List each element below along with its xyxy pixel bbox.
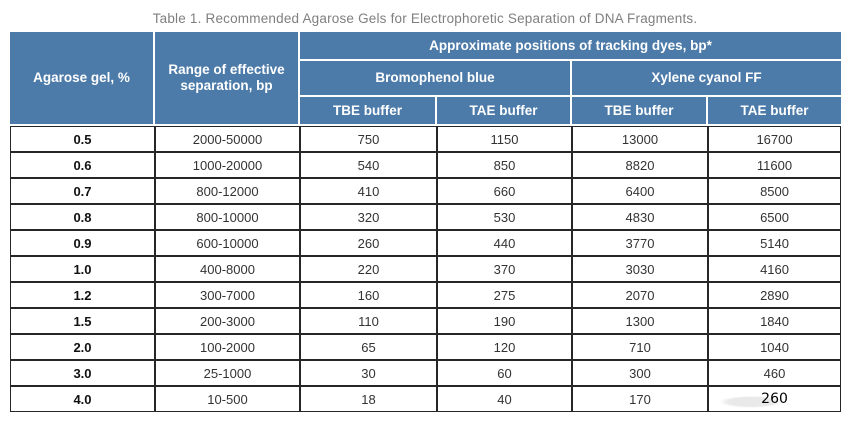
row-header-cell: 2.0 [10, 334, 155, 360]
row-header-cell: 3.0 [10, 360, 155, 386]
table-cell: 60 [437, 360, 572, 386]
table-cell: 2070 [572, 282, 708, 308]
table-cell: 220 [300, 256, 437, 282]
table-cell: 800-10000 [155, 204, 300, 230]
table-cell: 170 [572, 386, 708, 412]
column-header-tbe-buffer-1: TBE buffer [300, 97, 437, 126]
table-cell: 25-1000 [155, 360, 300, 386]
table-header: Agarose gel, % Range of effective separa… [10, 32, 842, 126]
table-cell: 1000-20000 [155, 152, 300, 178]
header-row-buffers: TBE buffer TAE buffer TBE buffer TAE buf… [10, 97, 842, 126]
table-cell: 8820 [572, 152, 708, 178]
table-cell: 400-8000 [155, 256, 300, 282]
table-cell: 10-500 [155, 386, 300, 412]
table-cell: 120 [437, 334, 572, 360]
column-header-tbe-buffer-2: TBE buffer [572, 97, 708, 126]
table-cell: 260 [708, 386, 842, 412]
row-header-cell: 0.6 [10, 152, 155, 178]
table-row: 1.5 200-3000 110 190 1300 1840 [10, 308, 842, 334]
row-header-cell: 1.2 [10, 282, 155, 308]
table-cell: 750 [300, 126, 437, 152]
table-cell: 1150 [437, 126, 572, 152]
row-header-cell: 0.9 [10, 230, 155, 256]
row-header-cell: 0.5 [10, 126, 155, 152]
table-cell: 6500 [708, 204, 842, 230]
table-row: 0.5 2000-50000 750 1150 13000 16700 [10, 126, 842, 152]
table-row: 2.0 100-2000 65 120 710 1040 [10, 334, 842, 360]
agarose-gel-table: Agarose gel, % Range of effective separa… [10, 32, 842, 412]
row-header-cell: 1.0 [10, 256, 155, 282]
table-cell: 200-3000 [155, 308, 300, 334]
row-header-cell: 0.7 [10, 178, 155, 204]
table-cell: 190 [437, 308, 572, 334]
table-cell: 800-12000 [155, 178, 300, 204]
table-body: 0.5 2000-50000 750 1150 13000 16700 0.6 1000-20… [10, 126, 842, 412]
table-cell: 160 [300, 282, 437, 308]
table-cell: 320 [300, 204, 437, 230]
table-cell: 850 [437, 152, 572, 178]
table-row: 0.6 1000-20000 540 850 8820 11600 [10, 152, 842, 178]
column-header-tae-buffer-1: TAE buffer [437, 97, 572, 126]
header-row-group: Agarose gel, % Range of effective separa… [10, 32, 842, 126]
table-cell: 11600 [708, 152, 842, 178]
table-cell: 3770 [572, 230, 708, 256]
table-cell: 8500 [708, 178, 842, 204]
table-cell: 1040 [708, 334, 842, 360]
table-cell: 275 [437, 282, 572, 308]
table-cell: 530 [437, 204, 572, 230]
table-row: 1.0 400-8000 220 370 3030 4160 [10, 256, 842, 282]
table-cell: 16700 [708, 126, 842, 152]
table-cell: 300-7000 [155, 282, 300, 308]
table-cell: 410 [300, 178, 437, 204]
header-row-dyes: Bromophenol blue Xylene cyanol FF [10, 61, 842, 97]
table-cell: 6400 [572, 178, 708, 204]
table-cell: 2000-50000 [155, 126, 300, 152]
table-cell: 65 [300, 334, 437, 360]
table-cell: 1840 [708, 308, 842, 334]
column-header-tracking-dyes-group: Approximate positions of tracking dyes, … [300, 32, 842, 61]
table-row: 0.7 800-12000 410 660 6400 8500 [10, 178, 842, 204]
column-header-bromophenol-blue: Bromophenol blue [300, 61, 572, 97]
table-row: 1.2 300-7000 160 275 2070 2890 [10, 282, 842, 308]
table-cell: 370 [437, 256, 572, 282]
table-row: 4.0 10-500 18 40 170 260 [10, 386, 842, 412]
row-header-cell: 0.8 [10, 204, 155, 230]
table-caption: Table 1. Recommended Agarose Gels for El… [152, 11, 698, 26]
row-header-cell: 1.5 [10, 308, 155, 334]
table-cell: 260 [300, 230, 437, 256]
row-header-cell: 4.0 [10, 386, 155, 412]
column-header-xylene-cyanol: Xylene cyanol FF [572, 61, 842, 97]
table-cell: 13000 [572, 126, 708, 152]
table-cell: 3030 [572, 256, 708, 282]
table-cell: 660 [437, 178, 572, 204]
table-cell: 18 [300, 386, 437, 412]
table-cell: 460 [708, 360, 842, 386]
table-row: 0.9 600-10000 260 440 3770 5140 [10, 230, 842, 256]
table-cell: 4830 [572, 204, 708, 230]
column-header-agarose-gel: Agarose gel, % [10, 32, 155, 126]
table-cell: 110 [300, 308, 437, 334]
table-cell: 30 [300, 360, 437, 386]
table-cell: 5140 [708, 230, 842, 256]
table-cell: 1300 [572, 308, 708, 334]
table-cell: 300 [572, 360, 708, 386]
table-cell: 540 [300, 152, 437, 178]
table-cell: 40 [437, 386, 572, 412]
table-cell: 600-10000 [155, 230, 300, 256]
table-cell: 710 [572, 334, 708, 360]
table-row: 3.0 25-1000 30 60 300 460 [10, 360, 842, 386]
table-cell: 100-2000 [155, 334, 300, 360]
table-cell: 2890 [708, 282, 842, 308]
table-cell: 4160 [708, 256, 842, 282]
table-row: 0.8 800-10000 320 530 4830 6500 [10, 204, 842, 230]
column-header-tae-buffer-2: TAE buffer [708, 97, 842, 126]
column-header-separation-range: Range of effective separation, bp [155, 32, 300, 126]
table-cell: 440 [437, 230, 572, 256]
